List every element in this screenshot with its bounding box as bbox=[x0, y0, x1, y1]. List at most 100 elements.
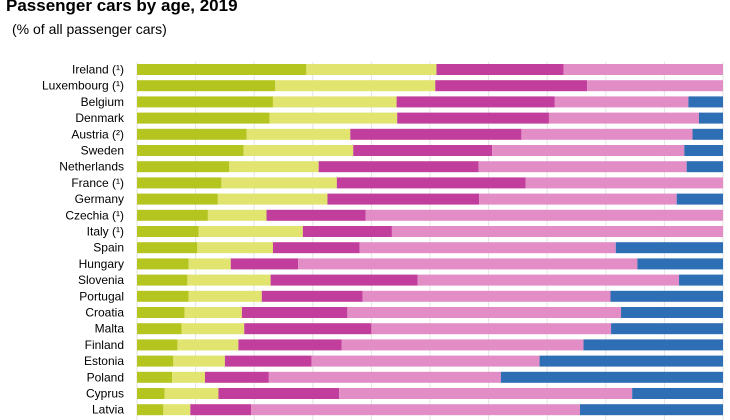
bar-segment-4 bbox=[684, 145, 723, 156]
bar-segment-0 bbox=[137, 96, 273, 108]
bar-segment-2 bbox=[224, 355, 312, 367]
bar-segment-4 bbox=[688, 96, 723, 108]
bar-segment-4 bbox=[686, 161, 723, 173]
country-label: Estonia bbox=[84, 354, 124, 368]
bar-segment-0 bbox=[137, 226, 199, 237]
bar-segment-0 bbox=[137, 161, 229, 173]
bar-segment-2 bbox=[230, 258, 299, 270]
bar-segment-2 bbox=[397, 112, 549, 124]
bar-segment-2 bbox=[396, 96, 555, 108]
bar-segment-0 bbox=[137, 274, 188, 286]
bar-segment-3 bbox=[251, 404, 581, 416]
bar-segment-2 bbox=[244, 323, 372, 335]
chart-subtitle: (% of all passenger cars) bbox=[12, 21, 167, 37]
bar-segment-1 bbox=[229, 161, 319, 173]
bar-segment-2 bbox=[238, 339, 342, 351]
bar-segment-1 bbox=[221, 177, 337, 189]
bar-segment-2 bbox=[204, 371, 269, 383]
bar-segment-3 bbox=[525, 177, 723, 189]
bar-segment-0 bbox=[137, 290, 189, 302]
bar-segment-4 bbox=[539, 355, 723, 367]
country-labels: Ireland (¹) Luxembourg (¹) Belgium Denmark A… bbox=[42, 63, 125, 420]
bar-segment-1 bbox=[217, 193, 328, 205]
bar-segment-3 bbox=[554, 96, 689, 108]
bar-segment-1 bbox=[275, 80, 436, 92]
bar-segment-0 bbox=[137, 323, 182, 335]
bar-segment-3 bbox=[339, 388, 633, 399]
bar-segment-1 bbox=[177, 339, 239, 351]
country-label: Netherlands bbox=[59, 160, 124, 174]
country-label: Malta bbox=[95, 322, 125, 336]
bar-segment-0 bbox=[137, 258, 189, 270]
bar-segment-0 bbox=[137, 80, 276, 92]
country-label: Belgium bbox=[81, 95, 124, 109]
country-label: Slovenia bbox=[78, 273, 124, 287]
bar-segment-1 bbox=[163, 404, 191, 416]
bar-segment-2 bbox=[190, 404, 252, 416]
bar-segment-1 bbox=[246, 128, 351, 140]
country-label: Romania bbox=[76, 419, 124, 420]
bar-segment-1 bbox=[272, 96, 397, 108]
bar-segment-0 bbox=[137, 112, 270, 124]
bar-segment-1 bbox=[207, 209, 267, 221]
country-label: Finland bbox=[85, 338, 124, 352]
bar-segment-3 bbox=[521, 128, 693, 140]
bar-segment-0 bbox=[137, 242, 198, 254]
bar-segment-3 bbox=[478, 161, 687, 173]
bar-segment-0 bbox=[137, 307, 185, 318]
bar-segment-4 bbox=[679, 274, 723, 286]
bar-segment-4 bbox=[632, 388, 723, 399]
bar-segment-1 bbox=[172, 371, 205, 383]
country-label: Czechia (¹) bbox=[65, 208, 124, 222]
country-label: Croatia bbox=[85, 306, 124, 320]
bar-segment-2 bbox=[336, 177, 526, 189]
bar-segment-3 bbox=[311, 355, 540, 367]
bar-segment-0 bbox=[137, 404, 164, 416]
bar-segment-3 bbox=[391, 226, 723, 237]
country-label: Latvia bbox=[92, 403, 124, 417]
bar-segment-1 bbox=[306, 64, 437, 75]
bar-segment-3 bbox=[563, 64, 723, 75]
bar-segment-2 bbox=[261, 290, 363, 302]
bar-segment-2 bbox=[218, 388, 340, 399]
bar-segment-4 bbox=[676, 193, 723, 205]
country-label: Cyprus bbox=[86, 387, 124, 401]
bar-segment-2 bbox=[241, 307, 348, 318]
bar-segment-4 bbox=[637, 258, 723, 270]
bar-segment-1 bbox=[198, 226, 303, 237]
bar-segment-1 bbox=[188, 290, 262, 302]
bar-segment-1 bbox=[197, 242, 273, 254]
bar-segment-1 bbox=[164, 388, 219, 399]
bar-segment-2 bbox=[353, 145, 493, 156]
bar-segment-2 bbox=[266, 209, 366, 221]
bar-segment-1 bbox=[181, 323, 245, 335]
country-label: Italy (¹) bbox=[87, 225, 124, 239]
country-label: Germany bbox=[75, 192, 124, 206]
country-label: Sweden bbox=[81, 144, 124, 158]
bar-segment-4 bbox=[621, 307, 723, 318]
bar-segment-0 bbox=[137, 355, 174, 367]
bar-segment-2 bbox=[318, 161, 479, 173]
country-label: Hungary bbox=[79, 257, 124, 271]
country-label: Poland bbox=[87, 370, 124, 384]
bar-segment-4 bbox=[615, 242, 723, 254]
bar-segment-0 bbox=[137, 177, 222, 189]
bar-segment-4 bbox=[500, 371, 723, 383]
country-label: Spain bbox=[93, 241, 124, 255]
bar-segment-1 bbox=[188, 258, 231, 270]
bar-segment-3 bbox=[492, 145, 685, 156]
bar-segment-3 bbox=[479, 193, 677, 205]
bar-segment-3 bbox=[298, 258, 638, 270]
bars bbox=[137, 64, 723, 416]
bar-segment-1 bbox=[269, 112, 398, 124]
bar-segment-4 bbox=[698, 112, 723, 124]
country-label: France (¹) bbox=[71, 176, 124, 190]
country-label: Ireland (¹) bbox=[72, 63, 124, 77]
bar-segment-1 bbox=[243, 145, 354, 156]
bar-segment-3 bbox=[347, 307, 622, 318]
bar-segment-2 bbox=[327, 193, 480, 205]
bar-segment-1 bbox=[187, 274, 271, 286]
bar-segment-0 bbox=[137, 339, 178, 351]
chart-title: Passenger cars by age, 2019 bbox=[6, 0, 238, 15]
